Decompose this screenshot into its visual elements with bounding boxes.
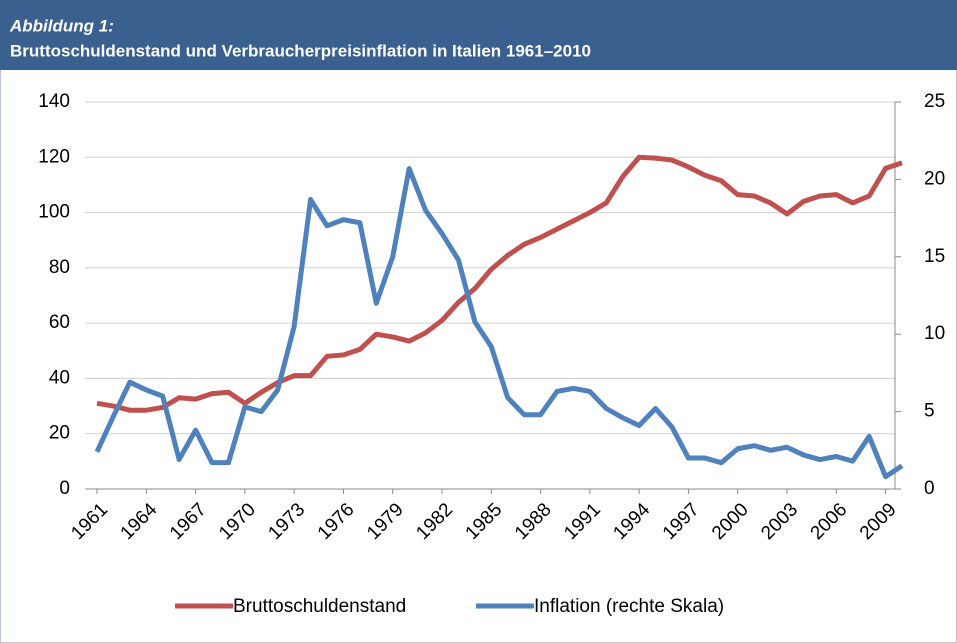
- y2-tick-label: 20: [924, 168, 945, 189]
- series-line: [96, 154, 903, 413]
- y-tick-label: 60: [49, 312, 70, 333]
- y-tick-label: 0: [59, 478, 70, 499]
- y2-tick-label: 5: [924, 401, 935, 422]
- y2-tick-label: 25: [924, 91, 945, 112]
- y-tick-label: 80: [49, 257, 70, 278]
- y2-tick-label: 15: [924, 246, 945, 267]
- y-tick-label: 100: [38, 202, 70, 223]
- legend-label: Inflation (rechte Skala): [534, 596, 724, 617]
- series-line: [94, 166, 904, 480]
- chart-title: Bruttoschuldenstand und Verbraucherpreis…: [10, 41, 591, 60]
- y-tick-label: 140: [38, 91, 70, 112]
- header: [0, 0, 957, 70]
- legend-label: Bruttoschuldenstand: [233, 596, 406, 617]
- figure-label: Abbildung 1:: [9, 16, 114, 35]
- y-tick-label: 120: [38, 146, 70, 167]
- y-tick-label: 20: [49, 423, 70, 444]
- y2-tick-label: 0: [924, 478, 935, 499]
- y-tick-label: 40: [49, 367, 70, 388]
- y2-tick-label: 10: [924, 323, 945, 344]
